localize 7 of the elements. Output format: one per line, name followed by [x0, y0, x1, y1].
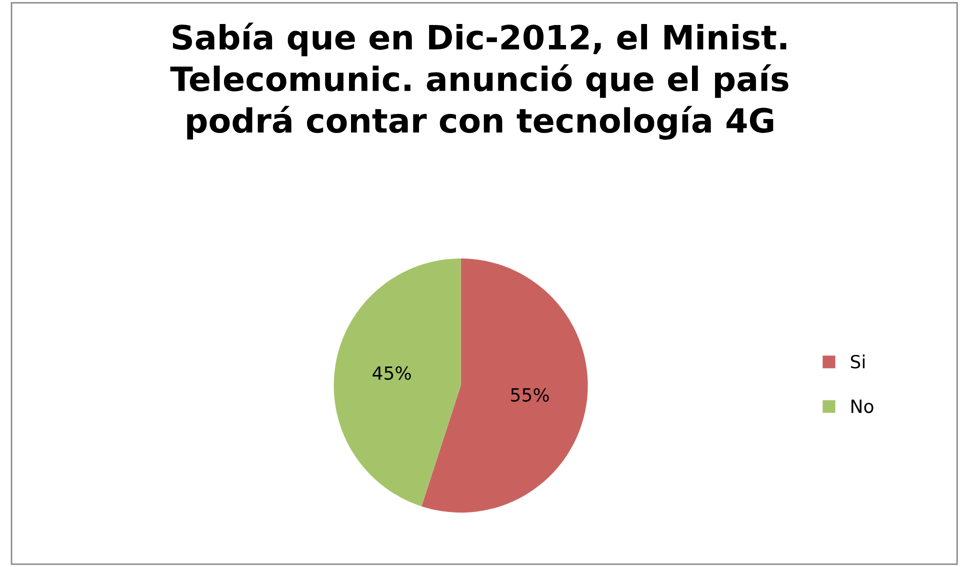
legend-label: No: [852, 400, 874, 414]
data-label: 55%: [511, 388, 549, 402]
pie-slice: [422, 258, 588, 513]
pie-slice: [334, 258, 461, 506]
legend-label: Si: [850, 354, 865, 369]
data-label: 45%: [372, 366, 411, 380]
chart-title: Sabía que en Dic-2012, el Minist. Telecomunic. anunció que el país podrá contar con tecnología 4G: [170, 22, 788, 140]
